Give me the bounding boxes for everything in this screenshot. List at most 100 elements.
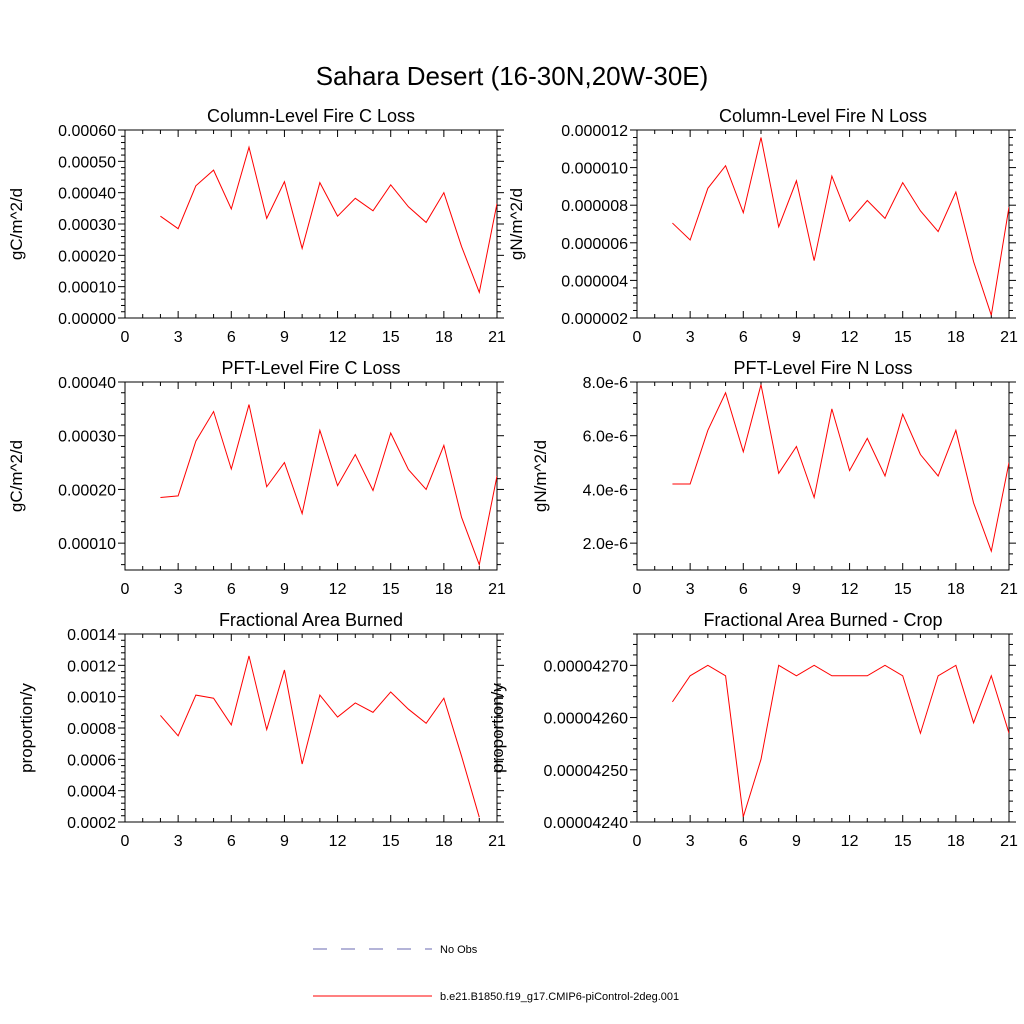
x-tick-label: 12 <box>841 581 859 598</box>
x-tick-label: 9 <box>792 329 801 346</box>
y-tick-label: 8.0e-6 <box>583 375 628 392</box>
series-line <box>160 655 480 818</box>
x-tick-label: 9 <box>280 581 289 598</box>
x-tick-label: 21 <box>488 833 506 850</box>
x-tick-label: 18 <box>435 833 453 850</box>
y-tick-label: 0.00010 <box>58 536 116 553</box>
plot-frame <box>124 129 498 319</box>
y-tick-label: 6.0e-6 <box>583 429 628 446</box>
y-tick-label: 0.00060 <box>58 123 116 140</box>
y-tick-label: 0.00004260 <box>543 711 628 728</box>
x-tick-label: 6 <box>227 581 236 598</box>
chart-panel: PFT-Level Fire N Loss gN/m^2/d 0 3 6 9 12 15 18 2… <box>531 358 1018 598</box>
x-tick-label: 0 <box>121 329 130 346</box>
panel-title: PFT-Level Fire N Loss <box>733 358 912 378</box>
x-tick-label: 18 <box>435 581 453 598</box>
x-tick-label: 21 <box>488 581 506 598</box>
x-tick-label: 15 <box>382 833 400 850</box>
plot-frame <box>636 129 1010 319</box>
y-tick-label: 0.00030 <box>58 429 116 446</box>
y-tick-label: 0.00010 <box>58 280 116 297</box>
y-axis-label: gC/m^2/d <box>7 440 26 512</box>
x-tick-label: 18 <box>947 581 965 598</box>
x-tick-label: 18 <box>947 833 965 850</box>
x-tick-label: 3 <box>174 329 183 346</box>
y-tick-label: 4.0e-6 <box>583 482 628 499</box>
x-tick-label: 9 <box>792 833 801 850</box>
y-tick-label: 0.00000 <box>58 311 116 328</box>
panel-title: Column-Level Fire C Loss <box>207 106 415 126</box>
x-tick-label: 0 <box>633 833 642 850</box>
y-tick-label: 0.0014 <box>67 627 116 644</box>
plot-frame <box>636 381 1010 571</box>
y-tick-label: 0.000002 <box>561 311 628 328</box>
y-tick-label: 0.00050 <box>58 154 116 171</box>
x-tick-label: 15 <box>894 329 912 346</box>
x-tick-label: 6 <box>227 833 236 850</box>
x-tick-label: 6 <box>739 833 748 850</box>
x-tick-label: 21 <box>488 329 506 346</box>
y-tick-label: 0.00030 <box>58 217 116 234</box>
y-tick-label: 0.00040 <box>58 186 116 203</box>
y-axis-label: proportion/y <box>488 683 507 773</box>
legend-entry-no-obs: No Obs <box>313 944 478 956</box>
y-axis-label: gC/m^2/d <box>7 188 26 260</box>
x-tick-label: 12 <box>329 581 347 598</box>
x-tick-label: 0 <box>121 833 130 850</box>
x-tick-label: 12 <box>329 833 347 850</box>
x-tick-label: 15 <box>894 833 912 850</box>
legend-label-no-obs: No Obs <box>440 944 478 956</box>
x-tick-label: 3 <box>174 581 183 598</box>
y-tick-label: 0.0002 <box>67 815 116 832</box>
x-tick-label: 12 <box>329 329 347 346</box>
y-tick-label: 0.00020 <box>58 482 116 499</box>
y-tick-label: 2.0e-6 <box>583 536 628 553</box>
legend-label-model: b.e21.B1850.f19_g17.CMIP6-piControl-2deg… <box>440 991 679 1003</box>
x-tick-label: 15 <box>382 329 400 346</box>
y-tick-label: 0.000010 <box>561 161 628 178</box>
series-line <box>672 384 1009 554</box>
chart-panel: Column-Level Fire N Loss gN/m^2/d 0 3 6 9 12 15… <box>507 106 1018 346</box>
plot-frame <box>124 381 498 571</box>
chart-panel: Column-Level Fire C Loss gC/m^2/d 0 3 6 9 12 15… <box>7 106 506 346</box>
series-line <box>672 664 1009 817</box>
x-tick-label: 0 <box>633 581 642 598</box>
legend-entry-model: b.e21.B1850.f19_g17.CMIP6-piControl-2deg… <box>313 991 679 1003</box>
y-tick-label: 0.000008 <box>561 198 628 215</box>
x-tick-label: 21 <box>1000 581 1018 598</box>
y-tick-label: 0.0008 <box>67 721 116 738</box>
y-tick-label: 0.00040 <box>58 375 116 392</box>
x-tick-label: 21 <box>1000 329 1018 346</box>
x-tick-label: 9 <box>280 833 289 850</box>
x-tick-label: 6 <box>739 581 748 598</box>
y-tick-label: 0.000006 <box>561 236 628 253</box>
y-axis-label: proportion/y <box>17 683 36 773</box>
y-tick-label: 0.0010 <box>67 690 116 707</box>
y-tick-label: 0.000012 <box>561 123 628 140</box>
x-tick-label: 6 <box>227 329 236 346</box>
x-tick-label: 6 <box>739 329 748 346</box>
x-tick-label: 3 <box>686 833 695 850</box>
panel-title: Column-Level Fire N Loss <box>719 106 927 126</box>
y-tick-label: 0.00004250 <box>543 763 628 780</box>
series-line <box>160 145 497 295</box>
x-tick-label: 3 <box>686 329 695 346</box>
chart-panel: Fractional Area Burned proportion/y 0 3 6 9 12… <box>17 610 506 850</box>
y-tick-label: 0.000004 <box>561 273 628 290</box>
x-tick-label: 12 <box>841 329 859 346</box>
x-tick-label: 0 <box>633 329 642 346</box>
legend: No Obs b.e21.B1850.f19_g17.CMIP6-piContr… <box>313 944 679 1003</box>
chart-panel: Fractional Area Burned - Crop proportion/… <box>488 610 1018 850</box>
y-tick-label: 0.00004240 <box>543 815 628 832</box>
x-tick-label: 21 <box>1000 833 1018 850</box>
plot-frame <box>636 633 1010 823</box>
panel-title: PFT-Level Fire C Loss <box>221 358 400 378</box>
y-tick-label: 0.00020 <box>58 248 116 265</box>
chart-panel: PFT-Level Fire C Loss gC/m^2/d 0 3 6 9 12 15 18 2… <box>7 358 506 598</box>
x-tick-label: 18 <box>947 329 965 346</box>
y-tick-label: 0.0006 <box>67 752 116 769</box>
panel-title: Fractional Area Burned - Crop <box>703 610 942 630</box>
series-line <box>672 137 1009 316</box>
y-axis-label: gN/m^2/d <box>531 440 550 512</box>
